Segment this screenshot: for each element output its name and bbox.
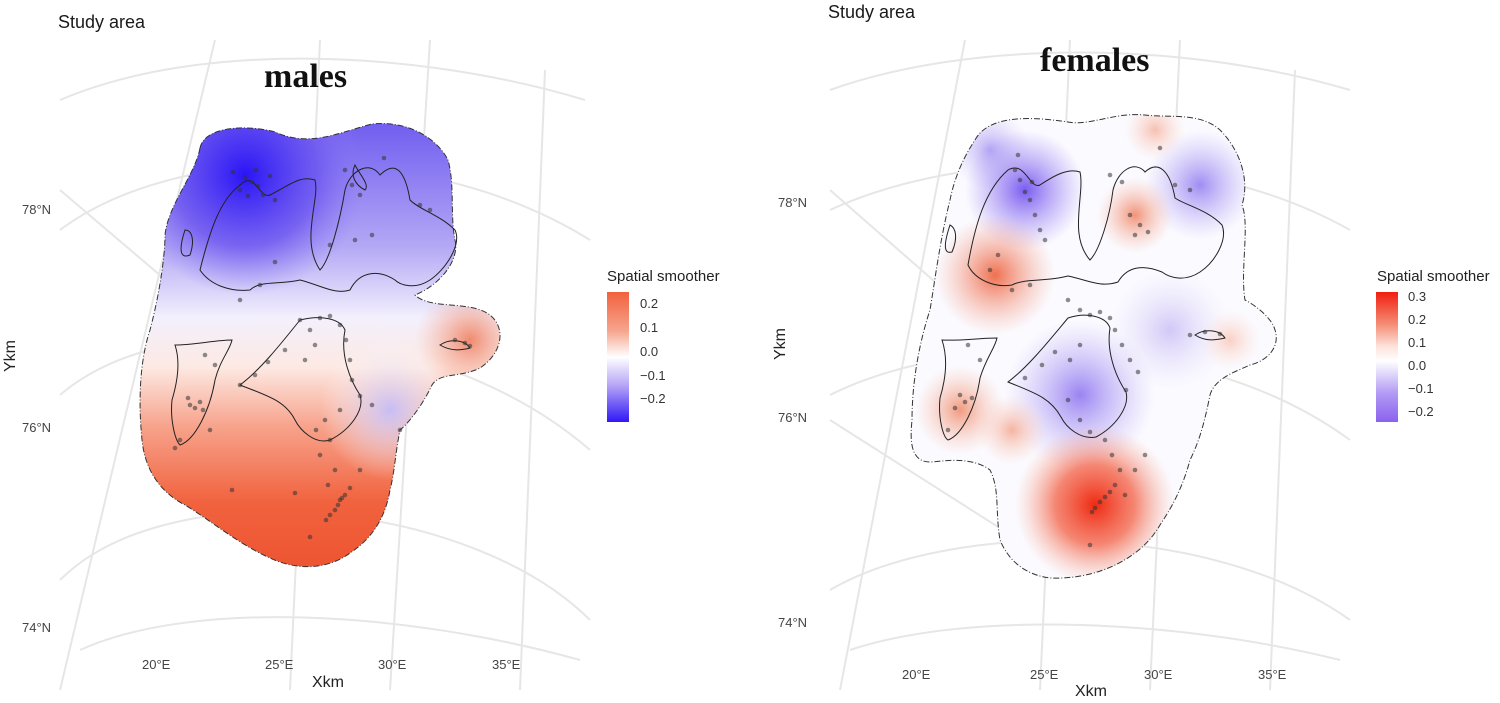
legend-tick: 0.3 [1408,289,1427,304]
lat-label-76: 76°N [778,410,808,425]
legend-tick: 0.0 [640,344,659,359]
females-smoother-surface [911,114,1277,579]
lon-label-25: 25°E [265,657,294,672]
sighting-points [172,155,473,540]
panel-title-males: males [264,58,348,95]
legend-tick: 0.2 [1408,312,1427,327]
x-axis-label: Xkm [1075,683,1107,700]
females-map [829,39,1351,691]
lon-label-30: 30°E [378,657,407,672]
study-area-label: Study area [828,2,916,22]
legend-tick: −0.1 [640,368,666,383]
lon-label-20: 20°E [142,657,171,672]
legend-colorbar [1376,292,1398,422]
legend-tick: −0.1 [1408,381,1434,396]
lat-label-78: 78°N [22,202,52,217]
legend-tick: −0.2 [1408,404,1434,419]
legend-tick: 0.0 [1408,358,1427,373]
x-axis-label: Xkm [312,674,344,691]
lat-label-74: 74°N [22,620,52,635]
legend-title: Spatial smoother [1377,268,1490,285]
lon-label-20: 20°E [902,667,931,682]
study-area-boundary [910,114,1277,579]
lat-label-74: 74°N [778,615,808,630]
study-area-label: Study area [58,12,146,32]
females-map-panel: Study area females 78°N 76°N 74°N 20°E 2… [750,0,1500,703]
study-area-boundary [139,122,501,568]
y-axis-label: Ykm [2,340,19,372]
males-map-panel: Study area males 78°N 76°N 74°N 20°E 25°… [2,12,720,691]
lon-label-25: 25°E [1030,667,1059,682]
lat-label-78: 78°N [778,195,808,210]
lon-label-30: 30°E [1144,667,1173,682]
legend-tick: 0.2 [640,296,659,311]
legend-title: Spatial smoother [607,268,720,285]
lon-label-35: 35°E [492,657,521,672]
lon-label-35: 35°E [1258,667,1287,682]
legend-tick: −0.2 [640,391,666,406]
males-map [59,39,591,691]
y-axis-label: Ykm [772,328,789,360]
panel-title-females: females [1040,42,1150,79]
legend-tick: 0.1 [1408,335,1427,350]
lat-label-76: 76°N [22,420,52,435]
legend-colorbar [607,292,629,422]
legend-tick: 0.1 [640,320,659,335]
sighting-points [945,145,1223,548]
